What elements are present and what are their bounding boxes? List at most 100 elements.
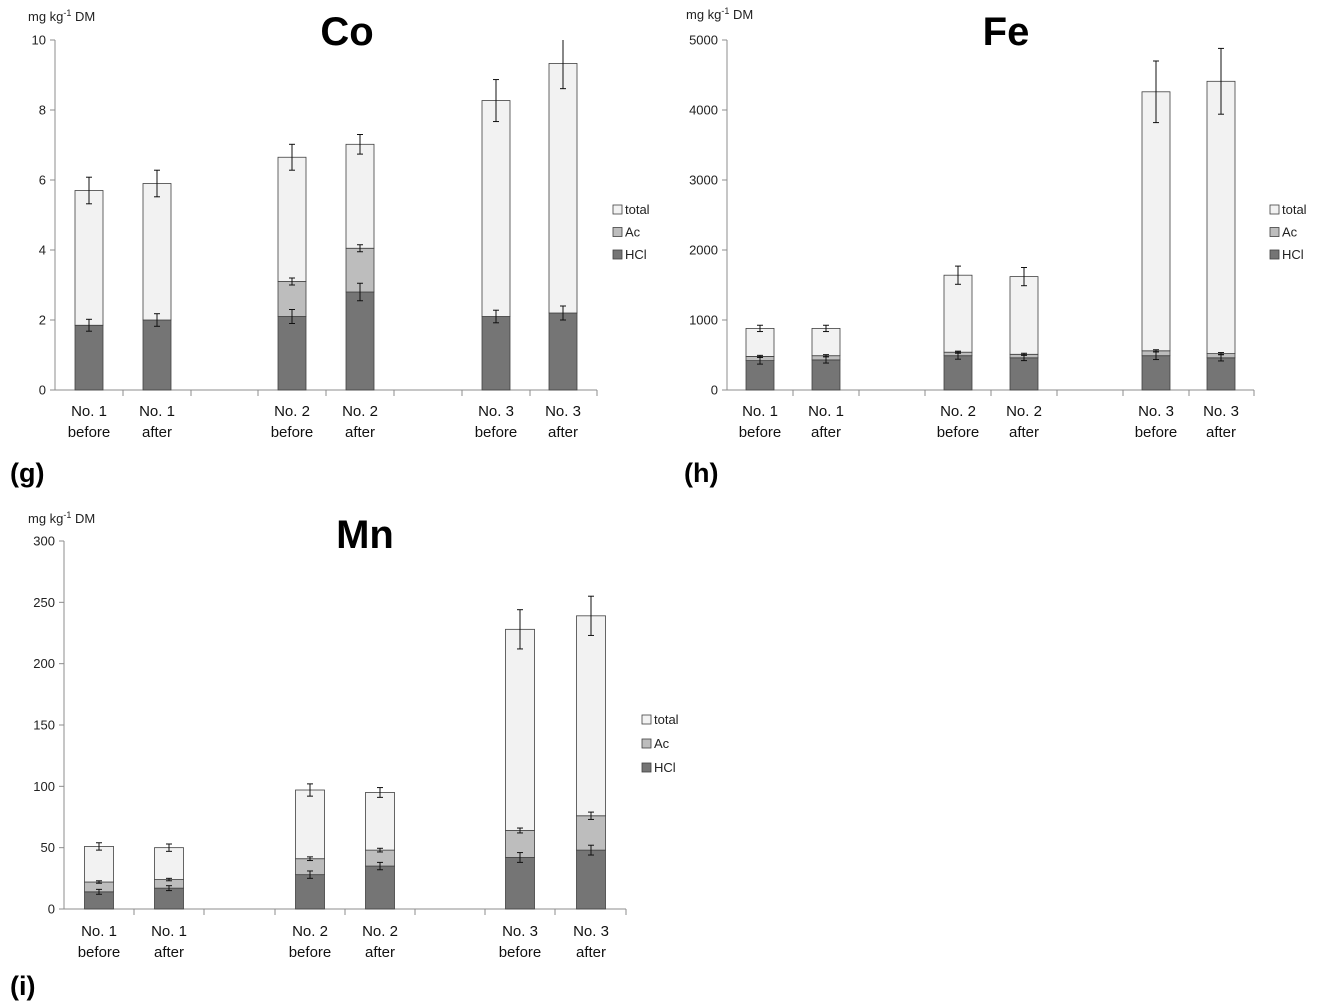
error-bar-total (493, 79, 499, 123)
x-category-sublabel: after (365, 944, 395, 961)
error-bar-total (307, 783, 313, 797)
bar-hcl-segment (745, 360, 775, 391)
x-category-sublabel: before (68, 424, 111, 441)
x-category-label: No. 2 (342, 403, 378, 420)
x-category-label: No. 1 (71, 403, 107, 420)
error-bar-hcl (96, 888, 102, 895)
bar-total-segment (277, 156, 307, 282)
error-bar-total (96, 842, 102, 851)
error-bar-total (588, 595, 594, 636)
legend: total Ac HCl (612, 202, 650, 262)
x-category-sublabel: before (1135, 424, 1178, 441)
x-category-label: No. 3 (573, 923, 609, 940)
error-bar-total (1218, 47, 1224, 115)
chart-mn: Mn mg kg-1 DM 0 50 100 150 200 250 300 No. 1 befor… (28, 510, 679, 961)
y-tick-label: 300 (33, 534, 55, 549)
x-category-label: No. 3 (545, 403, 581, 420)
legend-swatch-ac (641, 738, 652, 749)
error-bar-ac (588, 811, 594, 820)
bar-hcl-segment (811, 359, 841, 391)
x-category-sublabel: before (499, 944, 542, 961)
error-bar-total (166, 843, 172, 852)
y-tick-label: 200 (33, 656, 55, 671)
bar-hcl-segment (1141, 355, 1171, 391)
legend: total Ac HCl (641, 712, 679, 775)
x-category-sublabel: after (1206, 424, 1236, 441)
legend-label-hcl: HCl (654, 760, 676, 775)
x-category-label: No. 2 (362, 923, 398, 940)
legend-label-total: total (1282, 202, 1307, 217)
bar-total-segment (548, 63, 578, 314)
error-bar-ac (1218, 352, 1224, 356)
y-tick-label: 250 (33, 595, 55, 610)
error-bar-ac (357, 244, 363, 253)
bar-total-segment (943, 274, 973, 353)
y-tick-label: 8 (39, 103, 46, 118)
error-bar-total (757, 324, 763, 333)
unit-text: DM (71, 9, 95, 24)
error-bar-total (955, 265, 961, 285)
x-category-label: No. 2 (940, 403, 976, 420)
bar-total-segment (1206, 80, 1236, 354)
y-tick-label: 2000 (689, 243, 718, 258)
bar-total-segment (481, 100, 511, 317)
bar-total-segment (505, 628, 535, 831)
bar-hcl-segment (943, 355, 973, 391)
error-bar-ac (823, 354, 829, 358)
legend-swatch-total (641, 714, 652, 725)
panel-label-i: (i) (10, 971, 35, 1001)
x-category-label: No. 1 (742, 403, 778, 420)
x-category-sublabel: before (475, 424, 518, 441)
bar-hcl-segment (481, 316, 511, 391)
error-bar-hcl (166, 885, 172, 892)
x-category-label: No. 1 (139, 403, 175, 420)
chart-title: Co (320, 10, 373, 54)
x-category-sublabel: after (345, 424, 375, 441)
x-category-label: No. 3 (1138, 403, 1174, 420)
panel-label-g: (g) (10, 458, 44, 488)
bar-hcl-segment (1206, 357, 1236, 391)
x-category-sublabel: after (811, 424, 841, 441)
x-category-sublabel: after (576, 944, 606, 961)
unit-exponent: -1 (721, 6, 729, 16)
legend-label-ac: Ac (1282, 225, 1298, 240)
y-tick-label: 6 (39, 173, 46, 188)
y-tick-label: 4000 (689, 103, 718, 118)
error-bar-ac (307, 856, 313, 862)
legend-label-ac: Ac (625, 225, 641, 240)
x-category-label: No. 3 (478, 403, 514, 420)
error-bar-total (377, 787, 383, 798)
bar-total-segment (576, 615, 606, 817)
error-bar-total (289, 143, 295, 171)
x-category-sublabel: after (548, 424, 578, 441)
y-tick-label: 50 (41, 840, 55, 855)
error-bar-total (560, 40, 566, 90)
x-category-label: No. 1 (151, 923, 187, 940)
error-bar-hcl (560, 305, 566, 321)
legend-label-hcl: HCl (1282, 247, 1304, 262)
x-category-sublabel: before (289, 944, 332, 961)
bar-total-segment (345, 143, 375, 249)
bar-total-segment (295, 789, 325, 860)
error-bar-hcl (154, 313, 160, 327)
y-tick-label: 3000 (689, 173, 718, 188)
legend-swatch-ac (612, 227, 623, 237)
error-bar-hcl (86, 318, 92, 332)
x-category-sublabel: after (154, 944, 184, 961)
bar-total-segment (811, 327, 841, 357)
error-bar-total (823, 324, 829, 333)
bar-hcl-segment (548, 312, 578, 391)
y-tick-label: 0 (711, 383, 718, 398)
error-bar-ac (377, 847, 383, 853)
unit-text: mg kg (28, 9, 63, 24)
error-bar-hcl (357, 282, 363, 302)
error-bar-total (154, 169, 160, 198)
y-axis-unit-label: mg kg-1 DM (28, 510, 95, 526)
error-bar-ac (955, 350, 961, 354)
y-tick-label: 1000 (689, 313, 718, 328)
legend: total Ac HCl (1269, 202, 1307, 262)
x-category-label: No. 2 (292, 923, 328, 940)
x-category-sublabel: before (739, 424, 782, 441)
x-category-sublabel: before (271, 424, 314, 441)
